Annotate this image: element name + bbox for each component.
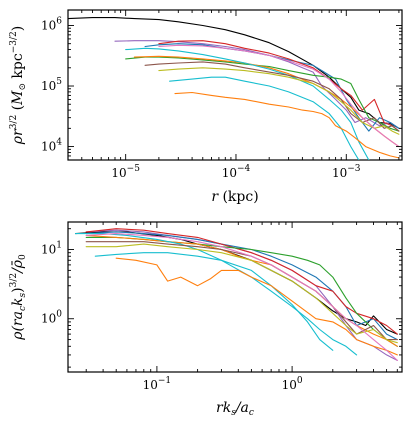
top-x-tick-label: 10−4 <box>222 164 251 180</box>
bottom-x-tick-label: 10−1 <box>143 376 172 392</box>
bottom-y-axis-label: ρ(racks)3/2/ρ̄0 <box>9 254 28 341</box>
bottom-y-tick-label: 101 <box>41 241 62 257</box>
bottom-series-line-10 <box>94 252 334 351</box>
top-series-line-10 <box>169 76 360 160</box>
top-y-tick-label: 104 <box>41 138 62 154</box>
bottom-x-axis-label: rks/ac <box>216 400 254 418</box>
top-series-line-1 <box>68 17 400 129</box>
top-series-line-9 <box>158 67 400 135</box>
bottom-series-line-12 <box>85 233 398 361</box>
bottom-plot-frame <box>67 221 403 373</box>
top-x-tick-label: 10−5 <box>111 164 140 180</box>
top-x-tick-label: 10−3 <box>332 164 361 180</box>
bottom-x-tick-label: 100 <box>282 376 303 392</box>
top-series-line-7 <box>125 47 370 160</box>
top-y-tick-label: 105 <box>41 77 62 93</box>
bottom-panel: 10−1 100 100 101 rks/ac ρ(racks)3/2/ρ̄0 <box>9 221 403 418</box>
top-series-line-11 <box>174 91 400 159</box>
top-plot-frame <box>67 9 403 161</box>
top-series-line-2 <box>114 40 400 129</box>
top-series-line-12 <box>158 44 400 148</box>
bottom-series-line-11 <box>115 257 398 356</box>
top-y-axis-label: ρr3/2 (M⊙ kpc−3/2) <box>9 26 28 145</box>
top-series-line-8 <box>144 61 400 132</box>
top-series-line-5 <box>125 56 400 132</box>
top-series-line-3 <box>144 43 400 132</box>
bottom-y-tick-label: 100 <box>41 310 62 326</box>
bottom-series-line-4 <box>85 228 398 335</box>
top-y-tick-label: 106 <box>41 16 62 32</box>
top-panel: 10−5 10−4 10−3 104 105 106 r (kpc) ρr3/2 (M⊙ … <box>9 9 403 205</box>
top-series-line-4 <box>158 40 400 132</box>
top-x-axis-label: r (kpc) <box>211 189 258 205</box>
bottom-series-line-9 <box>85 243 398 344</box>
